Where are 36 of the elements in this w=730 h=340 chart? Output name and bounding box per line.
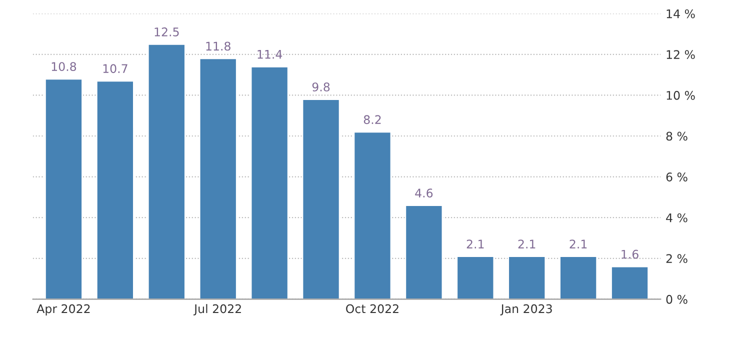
data-label: 10.8 [52, 62, 76, 72]
data-label: 9.8 [312, 82, 330, 92]
bar [610, 266, 649, 300]
bar [302, 98, 340, 300]
data-label: 12.5 [154, 27, 179, 36]
x-tick-label: Jan 2023 [500, 304, 552, 316]
data-label: 2.1 [466, 240, 484, 248]
y-tick-label: 10 % [666, 90, 695, 100]
data-label: 4.6 [415, 188, 433, 198]
y-tick-label: 6 % [666, 172, 688, 182]
data-label: 8.2 [364, 115, 381, 124]
bar [147, 44, 186, 300]
y-tick-label: 0 % [666, 294, 688, 304]
data-label: 2.1 [518, 240, 536, 248]
y-tick-label: 4 % [666, 213, 688, 222]
data-label: 2.1 [570, 240, 587, 248]
y-tick-label: 8 % [666, 132, 688, 141]
x-tick-label: Oct 2022 [346, 304, 398, 314]
bar [456, 256, 495, 300]
bar [96, 80, 134, 300]
y-tick-label: 2 % [666, 254, 688, 264]
bar [198, 58, 238, 300]
bar [250, 66, 289, 300]
data-label: 11.8 [206, 42, 230, 51]
data-label: 11.4 [258, 50, 282, 59]
y-tick-label: 14 % [666, 9, 695, 18]
bar [44, 78, 83, 300]
bar [559, 256, 598, 300]
bar [404, 204, 444, 300]
data-label: 10.7 [103, 64, 128, 74]
x-tick-label: Jul 2022 [193, 304, 241, 316]
y-tick-label: 12 % [666, 50, 695, 60]
bar [508, 256, 546, 300]
bar [353, 131, 392, 300]
data-label: 1.6 [622, 250, 638, 259]
x-tick-label: Apr 2022 [36, 304, 90, 316]
